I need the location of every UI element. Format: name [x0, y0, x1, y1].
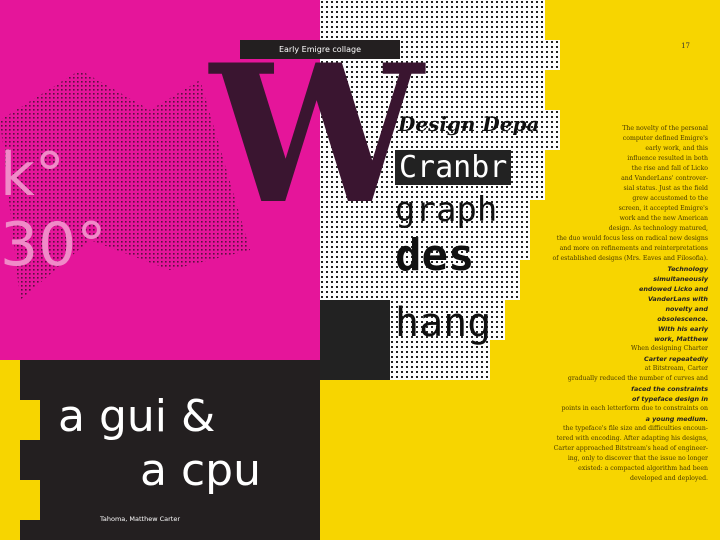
body-line: screen, it accepted Emigre's: [618, 205, 708, 212]
body-line: work and the new American: [619, 215, 708, 222]
body-line: the rise and fall of Licko: [631, 165, 708, 172]
body-text: The novelty of the personal computer defi…: [488, 124, 708, 484]
body-line: early work, and this: [645, 145, 708, 152]
collage-word: Design Depa: [398, 112, 540, 136]
collage-word: graph: [395, 190, 498, 230]
body-line: sial status. Just as the field: [623, 185, 708, 192]
body-line: When designing Charter: [630, 345, 708, 352]
pull-line: Technology: [667, 265, 708, 273]
collage-letter: W: [210, 23, 424, 246]
caption: Early Emigre collage: [240, 40, 400, 59]
body-line: existed: a compacted algorithm had been: [578, 465, 708, 472]
body-line: gradually reduced the number of curves a…: [567, 375, 708, 382]
headline-line: a cpu: [140, 445, 261, 496]
body-line: and VanderLans' controver-: [621, 175, 708, 182]
body-line: influence resulted in both: [627, 155, 708, 162]
pull-line: of typeface design in: [632, 395, 708, 403]
pull-line: VanderLans with: [647, 295, 708, 303]
body-line: ing, only to discover that the issue no …: [567, 455, 708, 462]
pull-line: novelty and: [665, 305, 708, 313]
body-line: tered with encoding. After adapting his …: [556, 435, 708, 442]
fragment: k°: [0, 140, 65, 210]
headline: a gui & a cpu: [58, 390, 261, 498]
body-line: The novelty of the personal: [622, 125, 708, 132]
body-line: grew accustomed to the: [632, 195, 708, 202]
body-line: developed and deployed.: [629, 475, 708, 482]
headline-line: a gui &: [58, 391, 216, 442]
body-line: at Bitstream, Carter: [644, 365, 708, 372]
pull-line: With his early: [658, 325, 708, 333]
page-number: 17: [681, 42, 690, 50]
collage-word: des: [395, 230, 475, 281]
pull-line: faced the constraints: [631, 385, 708, 393]
body-line: the typeface's file size and difficultie…: [563, 425, 708, 432]
collage-word: hang: [395, 300, 492, 346]
body-line: Carter approached Bitstream's head of en…: [553, 445, 708, 452]
fragment: 30°: [0, 210, 107, 280]
body-line: design. As technology matured,: [608, 225, 708, 232]
pull-line: work, Matthew: [654, 335, 708, 343]
pull-line: simultaneously: [653, 275, 708, 283]
body-line: and more on refinements and reinterpreta…: [559, 245, 708, 252]
collage-word: Cranbr: [395, 150, 512, 185]
body-line: the duo would focus less on radical new …: [556, 235, 708, 242]
pull-line: obsolescence.: [657, 315, 708, 323]
pull-line: endowed Licko and: [638, 285, 708, 293]
pull-line: a young medium.: [645, 415, 708, 423]
body-line: points in each letterform due to constra…: [561, 405, 708, 412]
collage-fragments: k° 30°: [0, 140, 106, 280]
body-line: of established designs (Mrs. Eaves and F…: [552, 255, 708, 262]
body-line: computer defined Emigre's: [622, 135, 708, 142]
pull-line: Carter repeatedly: [644, 355, 708, 363]
credit: Tahoma, Matthew Carter: [100, 515, 181, 523]
